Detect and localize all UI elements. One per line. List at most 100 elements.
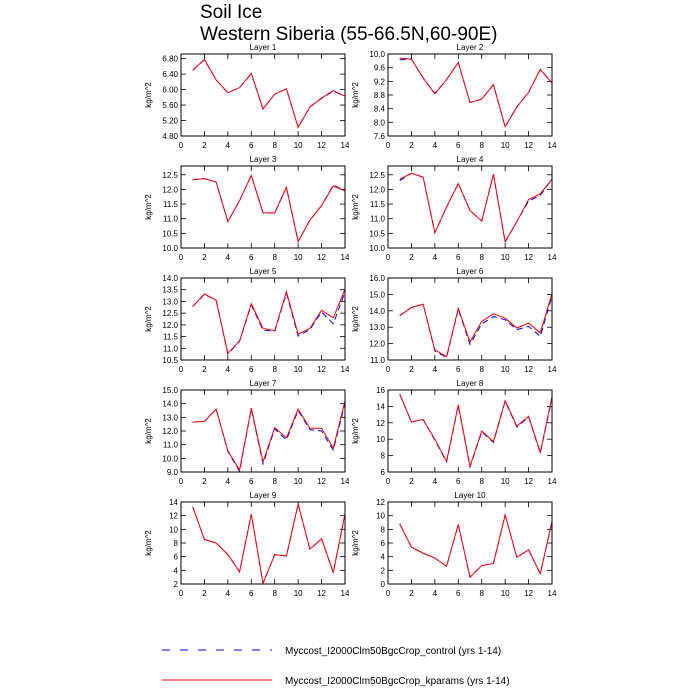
series-line: [399, 512, 553, 579]
x-tick-label: 14: [341, 589, 350, 598]
x-tick-label: 14: [548, 253, 557, 262]
y-tick-label: 12.0: [162, 321, 178, 330]
legend-label: Myccost_I2000Clm50BgcCrop_control (yrs 1…: [285, 646, 501, 657]
x-tick-label: 12: [524, 477, 533, 486]
y-tick-label: 11.0: [163, 441, 179, 450]
plot-frame: [387, 53, 553, 137]
x-tick-label: 10: [294, 253, 303, 262]
y-tick-label: 10.0: [369, 50, 385, 59]
x-tick-label: 8: [479, 365, 484, 374]
y-tick-label: 12.5: [162, 171, 178, 180]
y-tick-label: 8.8: [374, 91, 386, 100]
panel: Layer 1 kg/m^2 4.80 5.20 5.60 6.00 6.40 6.80 0 2 4…: [144, 43, 350, 150]
x-tick-label: 4: [433, 477, 438, 486]
y-tick-label: 12: [376, 498, 385, 507]
x-tick-label: 0: [386, 141, 391, 150]
x-tick-label: 12: [317, 589, 326, 598]
x-tick-label: 4: [226, 589, 231, 598]
y-axis-label: kg/m^2: [144, 418, 153, 444]
figure-title: Soil Ice: [200, 2, 262, 23]
y-tick-label: 5.20: [162, 117, 178, 126]
y-tick-label: 9.2: [374, 77, 386, 86]
plot-frame: [180, 277, 346, 361]
y-tick-label: 6: [381, 468, 386, 477]
y-axis-label: kg/m^2: [351, 306, 360, 332]
y-tick-label: 13.0: [369, 323, 385, 332]
y-tick-label: 10: [376, 435, 385, 444]
x-tick-label: 2: [409, 253, 414, 262]
series-line: [192, 173, 346, 243]
y-tick-label: 10: [169, 525, 178, 534]
y-axis-label: kg/m^2: [351, 82, 360, 108]
plot-frame: [387, 165, 553, 249]
panel-title: Layer 9: [250, 491, 277, 500]
y-tick-label: 14: [376, 402, 385, 411]
y-tick-label: 8: [381, 452, 386, 461]
x-tick-label: 6: [249, 589, 254, 598]
panel-title: Layer 4: [457, 155, 484, 164]
series-line: [192, 403, 346, 473]
x-tick-label: 12: [524, 253, 533, 262]
y-tick-label: 8: [174, 539, 179, 548]
y-axis-label: kg/m^2: [144, 82, 153, 108]
series-line: [399, 393, 553, 470]
series-line: [192, 58, 346, 129]
y-tick-label: 2: [381, 566, 386, 575]
x-tick-label: 2: [409, 477, 414, 486]
y-tick-label: 13.0: [162, 413, 178, 422]
plot-frame: [180, 165, 346, 249]
panel-title: Layer 3: [250, 155, 277, 164]
y-tick-label: 4: [381, 553, 386, 562]
x-tick-label: 0: [179, 477, 184, 486]
x-tick-label: 14: [548, 365, 557, 374]
y-tick-label: 4: [174, 566, 179, 575]
series-line: [399, 172, 553, 244]
x-tick-label: 10: [294, 589, 303, 598]
x-tick-label: 8: [272, 477, 277, 486]
series-line: [399, 293, 553, 358]
x-tick-label: 10: [501, 477, 510, 486]
y-tick-label: 15.0: [369, 290, 385, 299]
x-tick-label: 6: [456, 589, 461, 598]
series-line: [192, 503, 346, 586]
series-line: [399, 512, 553, 579]
y-tick-label: 6: [381, 539, 386, 548]
panel: Layer 3 kg/m^2 10.0 10.5 11.0 11.5 12.0 12.5 0 2 4…: [144, 155, 350, 262]
x-tick-label: 6: [456, 141, 461, 150]
y-tick-label: 10.5: [369, 229, 385, 238]
x-tick-label: 14: [548, 589, 557, 598]
plot-frame: [180, 53, 346, 137]
x-tick-label: 0: [179, 253, 184, 262]
panel: Layer 5 kg/m^2 10.5 11.0 11.5 12.0 12.5 13.0 13.…: [144, 267, 350, 374]
series-line: [192, 173, 346, 243]
x-tick-label: 10: [501, 365, 510, 374]
y-tick-label: 12.0: [162, 185, 178, 194]
x-tick-label: 14: [548, 141, 557, 150]
series-line: [399, 172, 553, 243]
series-line: [399, 58, 553, 129]
y-tick-label: 16.0: [369, 274, 385, 283]
y-axis-label: kg/m^2: [351, 530, 360, 556]
x-tick-label: 12: [317, 253, 326, 262]
x-tick-label: 2: [409, 141, 414, 150]
x-tick-label: 2: [202, 141, 207, 150]
series-line: [192, 503, 346, 586]
x-tick-label: 2: [202, 589, 207, 598]
y-tick-label: 11.0: [370, 215, 386, 224]
x-tick-label: 10: [501, 141, 510, 150]
plot-frame: [387, 277, 553, 361]
y-tick-label: 10.0: [162, 244, 178, 253]
y-tick-label: 10.0: [162, 454, 178, 463]
series-line: [192, 59, 346, 129]
x-tick-label: 2: [202, 253, 207, 262]
panel: Layer 10 kg/m^2 0 2 4 6 8 10 12 0 2 4 6 8 10 12 14: [351, 491, 557, 598]
series-line: [399, 57, 553, 129]
series-line: [192, 400, 346, 472]
y-tick-label: 10.5: [162, 356, 178, 365]
x-tick-label: 4: [433, 141, 438, 150]
panel-title: Layer 10: [454, 491, 486, 500]
x-tick-label: 6: [456, 477, 461, 486]
x-tick-label: 4: [226, 365, 231, 374]
x-tick-label: 12: [524, 141, 533, 150]
